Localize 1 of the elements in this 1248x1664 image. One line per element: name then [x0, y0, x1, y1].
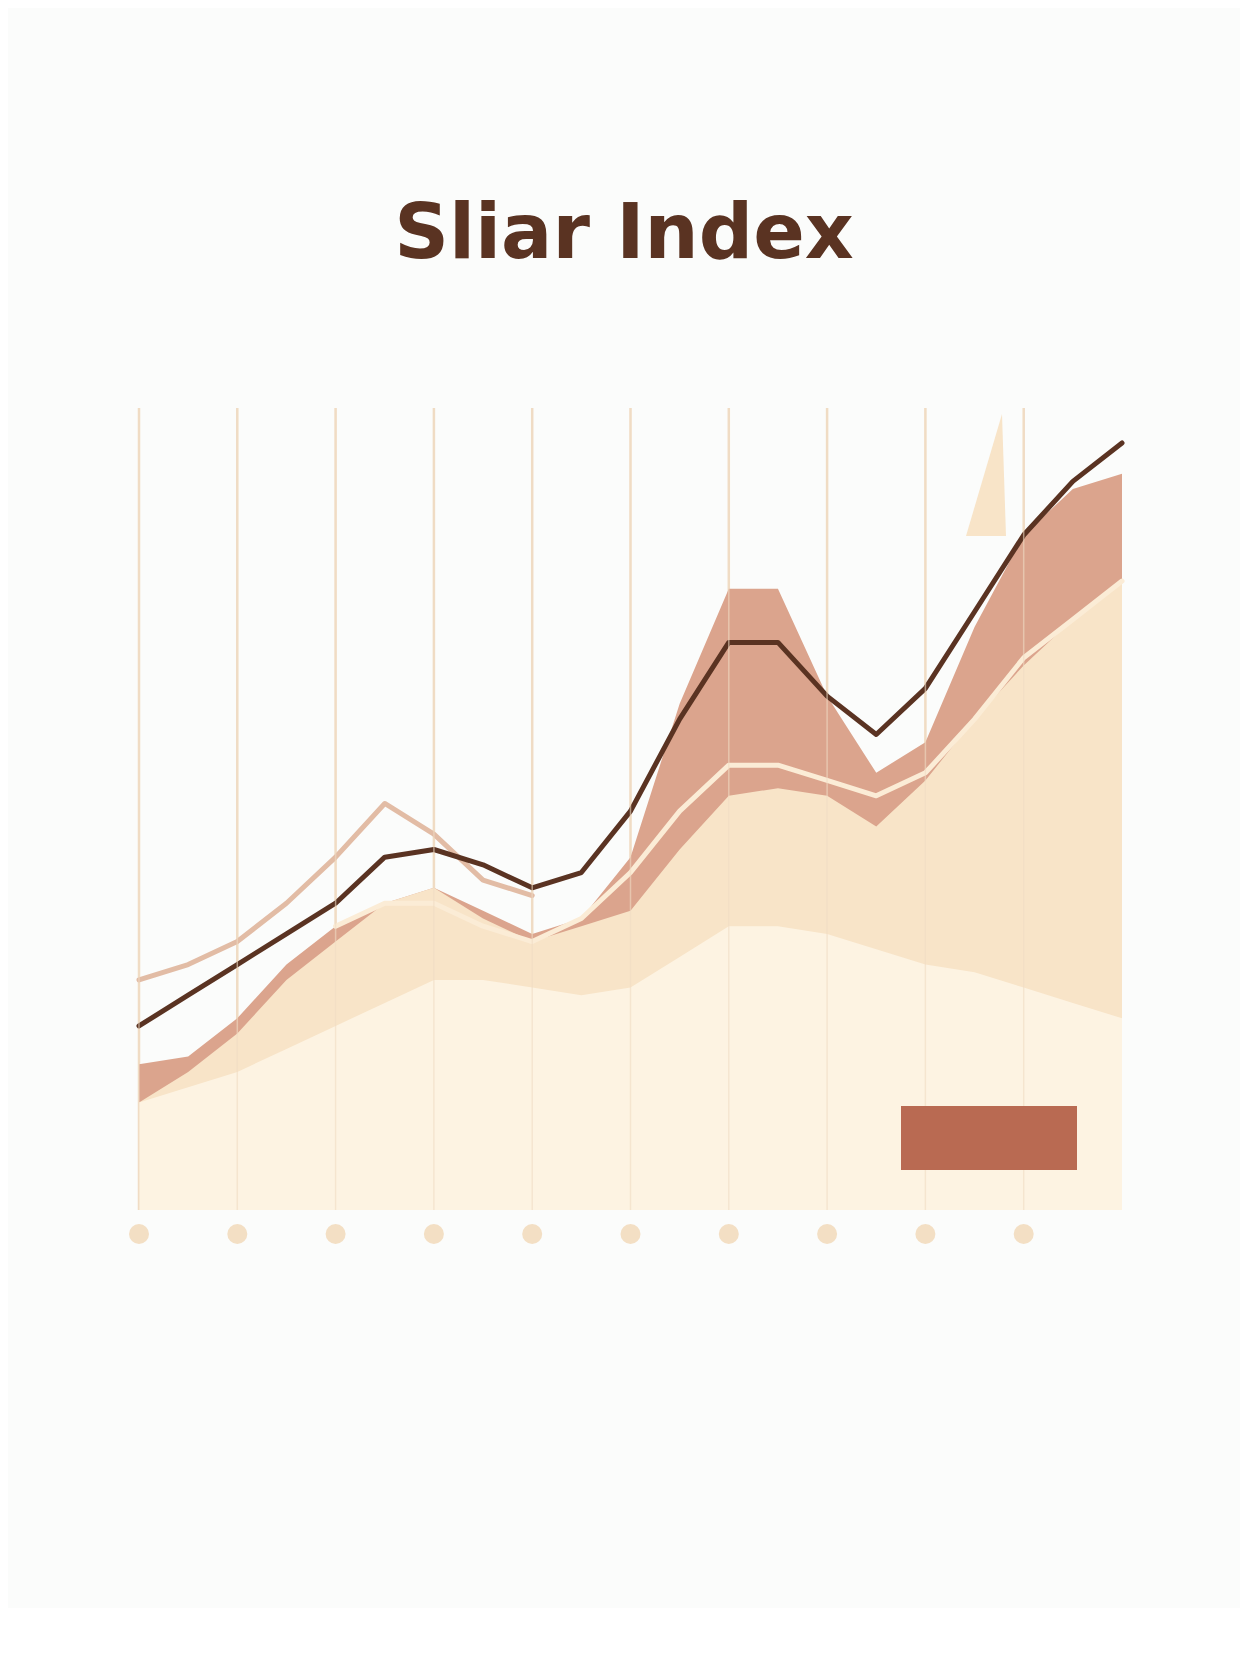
chart-title: Sliar Index [394, 187, 854, 276]
